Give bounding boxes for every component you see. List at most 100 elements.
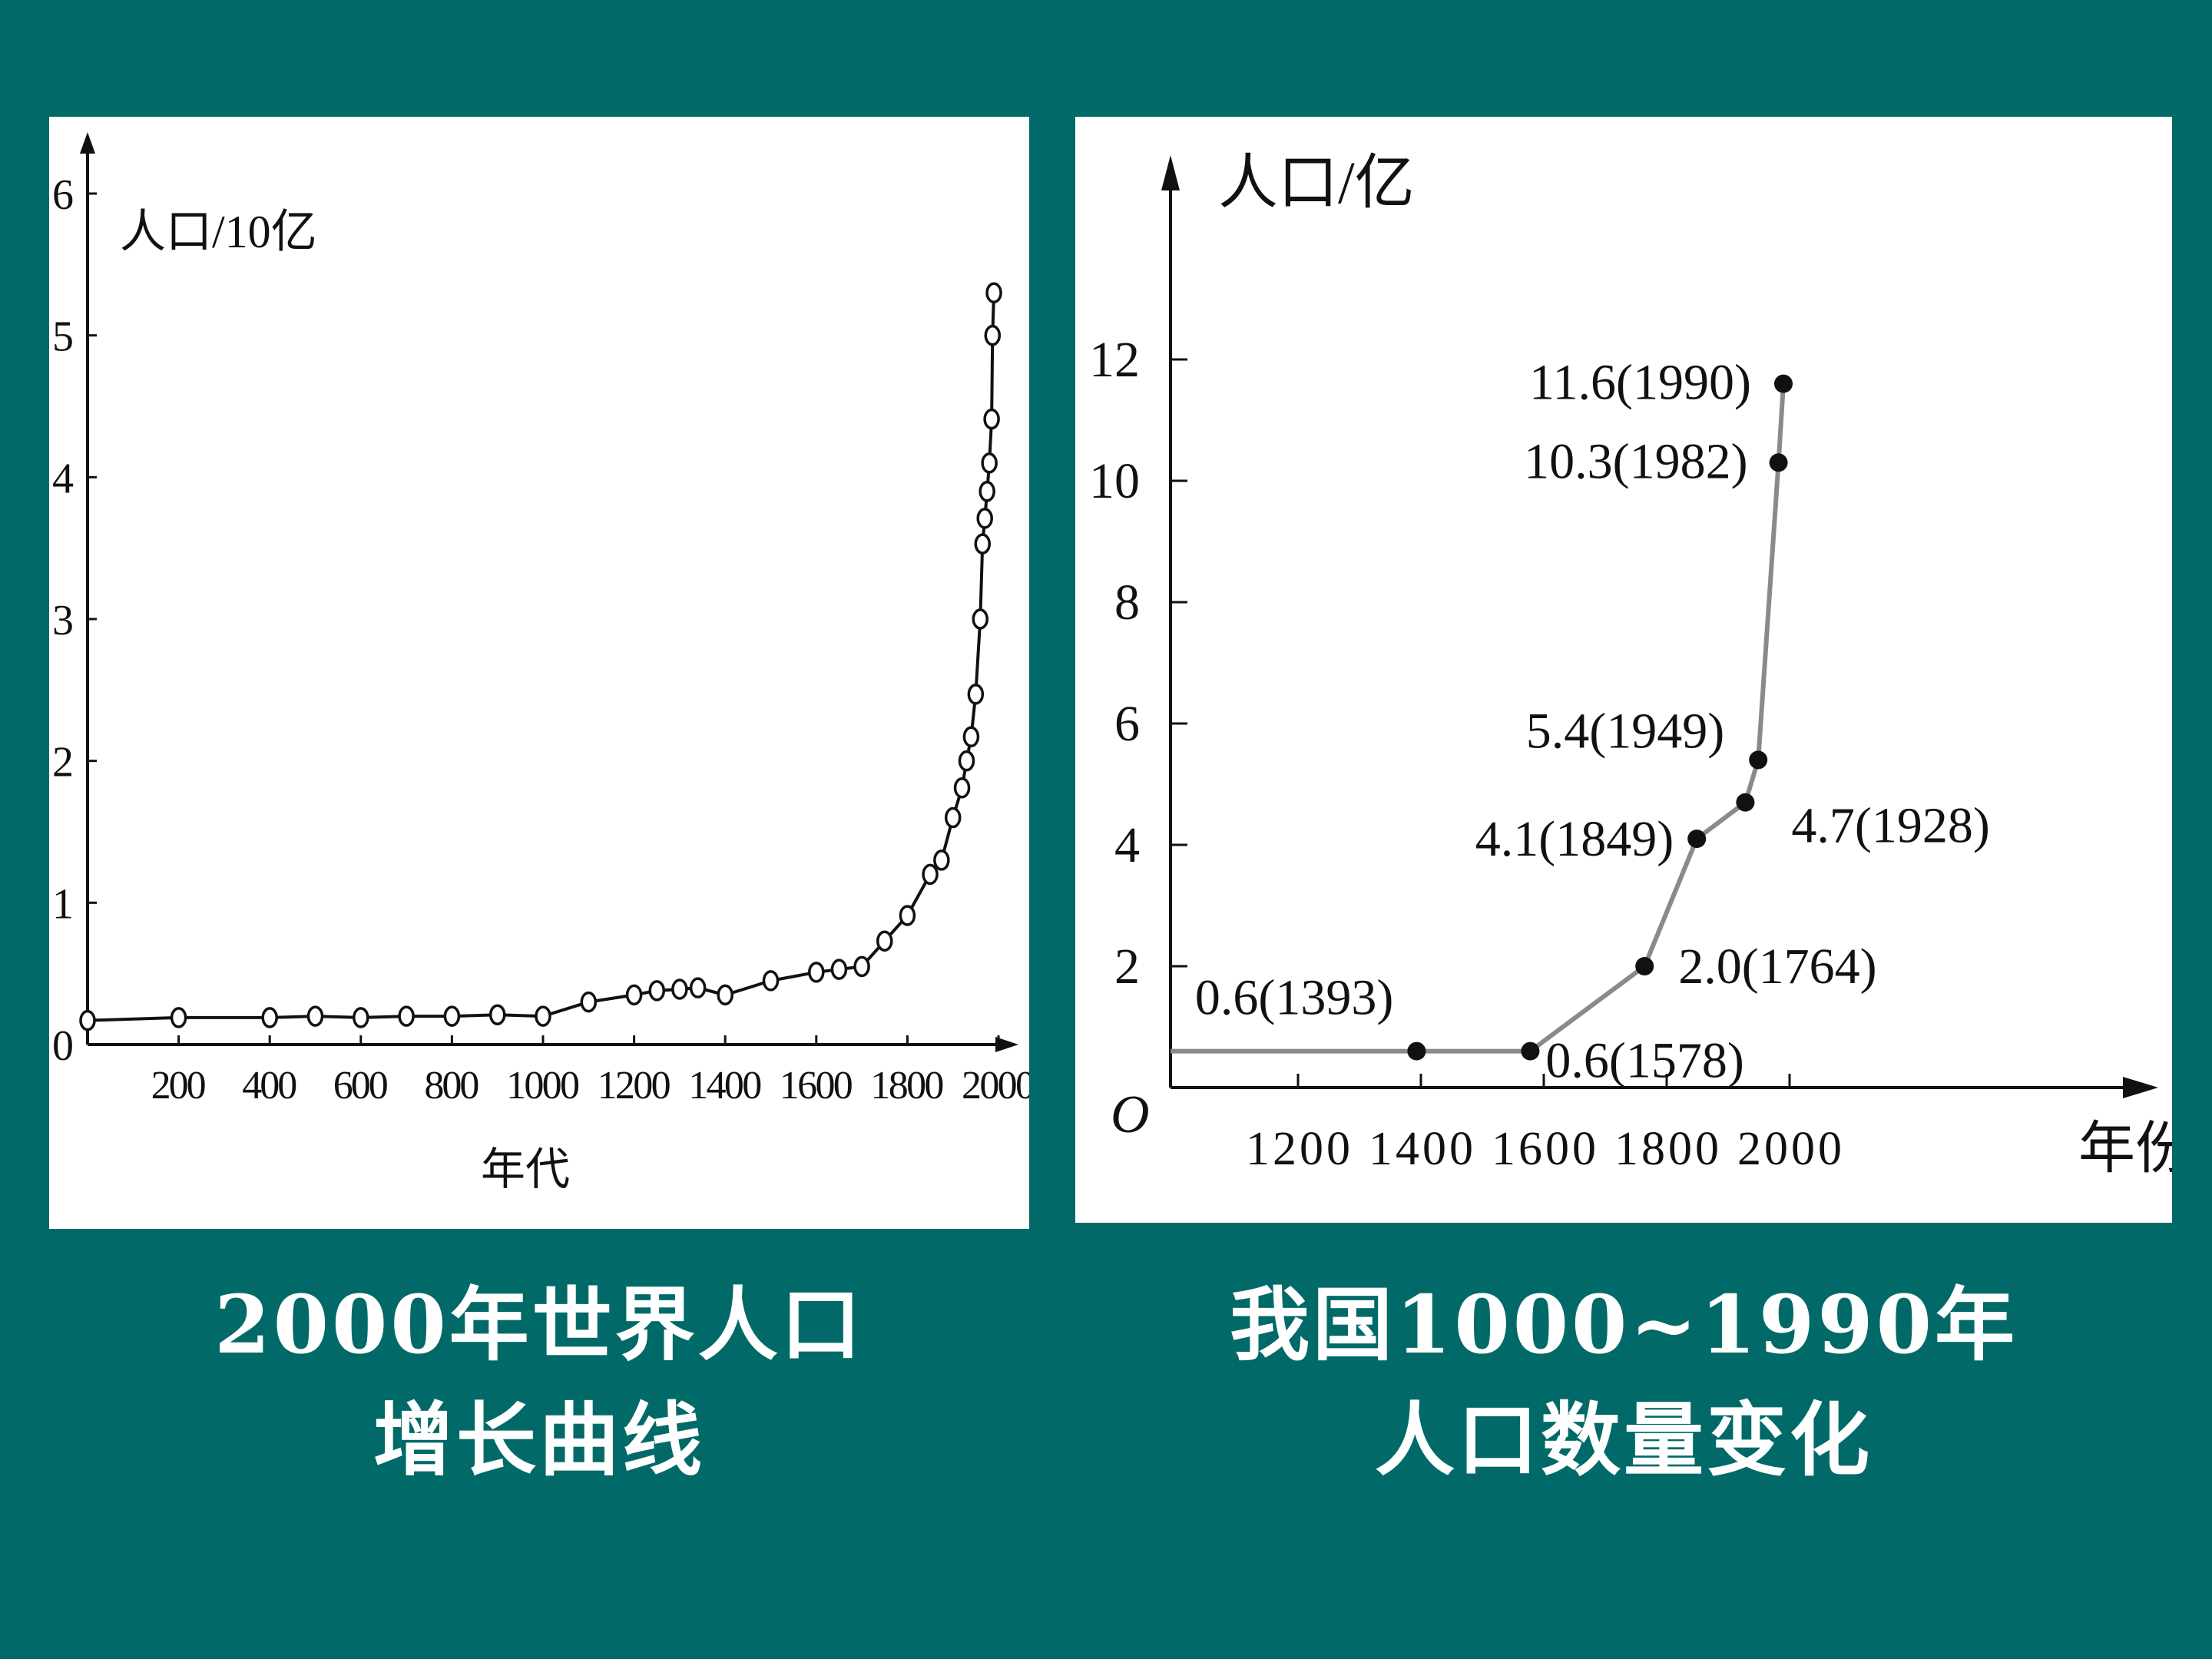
data-label: 0.6(1578)	[1545, 1033, 1743, 1089]
y-tick-label: 8	[1114, 575, 1140, 631]
data-point	[1635, 957, 1654, 975]
y-axis-label: 人口/亿	[1218, 149, 1415, 216]
data-point	[1736, 793, 1755, 812]
world-population-chart-svg: 人口/10亿 年代 0 1 2 3 4 5 6 200 400 600 800 1000 1200 14…	[52, 132, 1029, 1194]
data-point	[830, 959, 848, 980]
y-tick-label: 3	[52, 597, 74, 644]
data-point	[962, 726, 980, 748]
data-point	[488, 1004, 506, 1025]
data-point	[972, 608, 989, 630]
y-tick-label: 10	[1089, 453, 1140, 509]
x-tick-label: 600	[333, 1064, 389, 1108]
left-caption-line2: 增长曲线	[373, 1392, 705, 1487]
right-caption: 我国1000~1990年 人口数量变化	[1075, 1267, 2172, 1498]
x-tick-label: 200	[151, 1064, 207, 1108]
x-tick-label: 1600	[780, 1064, 853, 1108]
data-point	[1769, 453, 1788, 472]
data-point	[953, 777, 971, 799]
data-point	[353, 1007, 369, 1028]
x-tick-label: 1800	[870, 1064, 944, 1108]
data-label: 11.6(1990)	[1529, 355, 1751, 411]
x-axis-label: 年份	[2078, 1118, 2172, 1181]
x-axis-arrow	[2123, 1077, 2158, 1098]
x-tick-label: 2000	[1737, 1123, 1842, 1175]
y-tick-label: 4	[1114, 817, 1140, 873]
data-point	[625, 984, 643, 1006]
x-tick-label: 1000	[506, 1064, 580, 1108]
china-population-chart: 人口/亿 年份 O 2 4 6 8 10 12 1200 1400 1600 1800 2000 …	[1075, 117, 2172, 1223]
data-point	[958, 750, 975, 772]
y-tick-label: 4	[52, 455, 74, 502]
data-point	[985, 282, 1002, 304]
data-point	[170, 1007, 187, 1028]
data-point	[876, 930, 893, 952]
x-tick-label: 1600	[1492, 1123, 1596, 1175]
data-label: 2.0(1764)	[1678, 939, 1876, 995]
data-label: 0.6(1393)	[1195, 970, 1393, 1026]
data-label: 5.4(1949)	[1526, 703, 1724, 759]
y-tick-label: 6	[52, 171, 74, 219]
data-label: 4.1(1849)	[1475, 811, 1674, 867]
y-axis-label: 人口/10亿	[120, 207, 317, 257]
x-tick-label: 1400	[688, 1064, 762, 1108]
data-label: 4.7(1928)	[1791, 798, 1989, 854]
data-point	[899, 905, 916, 926]
data-point	[967, 684, 985, 705]
x-tick-label: 1200	[1246, 1123, 1350, 1175]
y-tick-label: 1	[52, 880, 74, 928]
data-point	[922, 863, 939, 886]
data-point	[648, 980, 665, 1002]
data-point	[944, 806, 962, 829]
data-point	[306, 1005, 324, 1027]
data-point	[762, 970, 780, 992]
data-point	[580, 991, 598, 1013]
y-axis-arrow	[80, 132, 95, 154]
data-point	[984, 324, 1002, 346]
data-point	[981, 452, 998, 474]
data-point	[1687, 830, 1707, 849]
x-tick-label: 2000	[962, 1064, 1029, 1108]
data-point	[79, 1009, 96, 1031]
y-tick-label: 12	[1089, 332, 1140, 388]
x-axis-arrow	[995, 1037, 1018, 1052]
data-point	[1521, 1041, 1540, 1061]
y-tick-label: 5	[52, 313, 74, 361]
data-point	[974, 533, 991, 555]
left-caption: 2000年世界人口 增长曲线	[49, 1267, 1029, 1498]
data-point	[398, 1005, 415, 1027]
right-caption-line2: 人口数量变化	[1374, 1392, 1873, 1487]
data-point	[1774, 374, 1793, 393]
data-point	[261, 1007, 278, 1028]
data-point	[976, 508, 993, 529]
y-tick-label: 6	[1114, 696, 1140, 752]
y-tick-label: 2	[52, 739, 74, 786]
right-caption-line1: 我国1000~1990年	[1229, 1277, 2018, 1372]
y-tick-label: 2	[1114, 939, 1140, 995]
data-point	[689, 977, 707, 998]
x-tick-label: 800	[424, 1064, 479, 1108]
x-axis-label: 年代	[481, 1144, 570, 1194]
data-label: 10.3(1982)	[1524, 433, 1747, 489]
x-tick-label: 1200	[598, 1064, 671, 1108]
left-caption-line1: 2000年世界人口	[214, 1277, 864, 1372]
origin-label: O	[1111, 1085, 1150, 1144]
y-axis-arrow	[1161, 155, 1180, 190]
x-tick-label: 1800	[1614, 1123, 1719, 1175]
world-population-series-line	[87, 293, 996, 1022]
y-tick-label: 0	[52, 1022, 74, 1070]
data-point	[1749, 750, 1768, 770]
data-point	[853, 955, 870, 978]
x-tick-label: 1400	[1369, 1123, 1473, 1175]
data-point	[808, 962, 825, 983]
data-point	[717, 984, 733, 1006]
data-point	[933, 849, 950, 871]
data-point	[1407, 1041, 1426, 1061]
data-point	[443, 1005, 461, 1027]
data-point	[671, 979, 688, 1000]
data-point	[983, 408, 1000, 430]
x-tick-label: 400	[242, 1064, 297, 1108]
data-point	[535, 1005, 551, 1027]
world-population-chart: 人口/10亿 年代 0 1 2 3 4 5 6 200 400 600 800 1000 1200 14…	[49, 117, 1029, 1229]
data-point	[979, 481, 995, 502]
